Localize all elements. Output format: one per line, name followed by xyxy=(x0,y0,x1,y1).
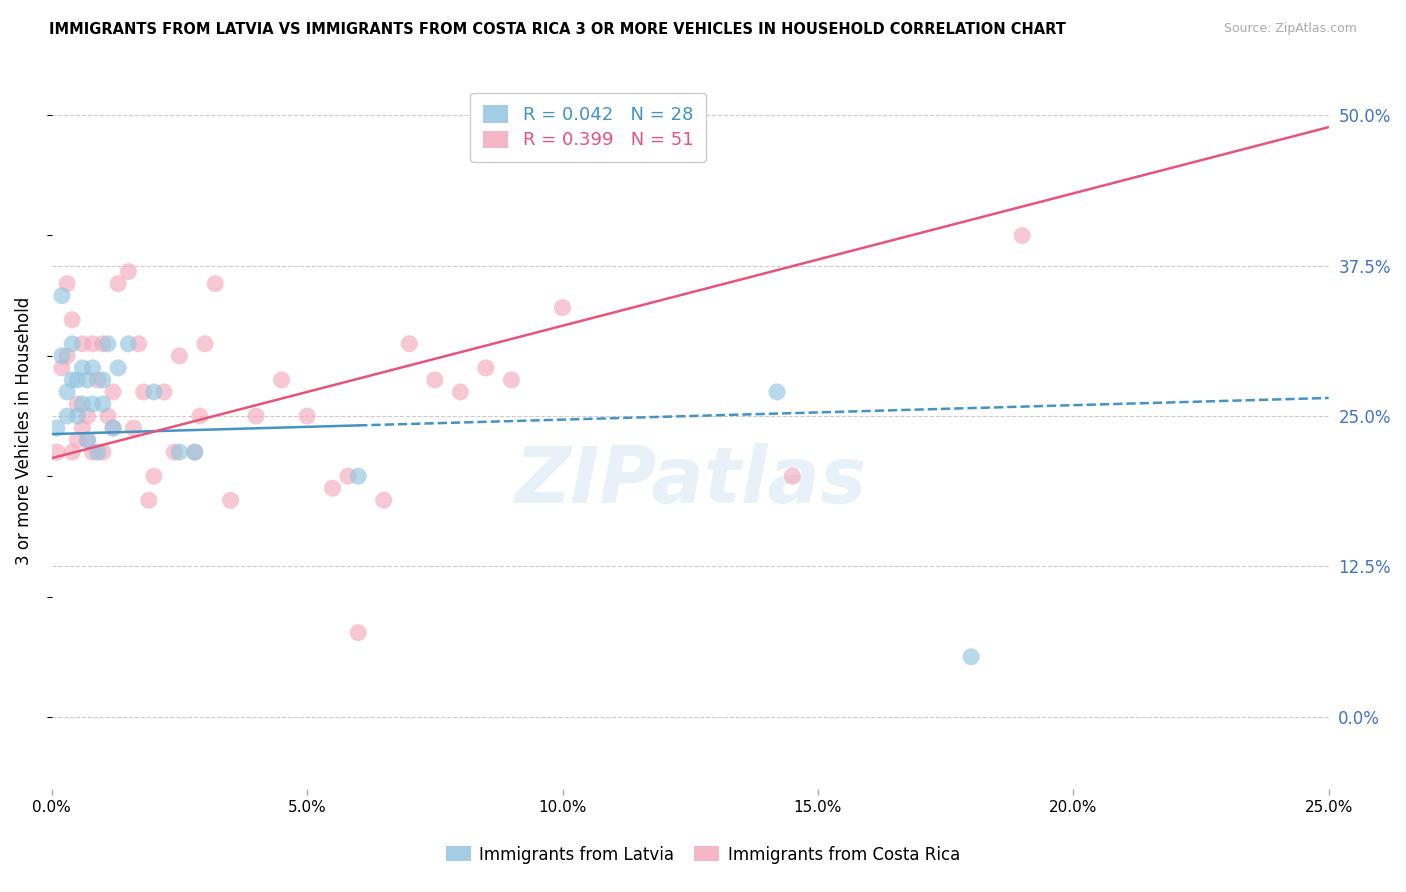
Point xyxy=(97,336,120,351)
Point xyxy=(163,445,186,459)
Point xyxy=(82,360,104,375)
Point xyxy=(107,360,129,375)
Point xyxy=(56,277,79,291)
Point xyxy=(188,409,211,423)
Point xyxy=(51,288,73,302)
Point xyxy=(117,336,139,351)
Point xyxy=(270,373,292,387)
Legend: Immigrants from Latvia, Immigrants from Costa Rica: Immigrants from Latvia, Immigrants from … xyxy=(439,839,967,871)
Point xyxy=(128,336,150,351)
Point xyxy=(101,421,124,435)
Point xyxy=(60,312,83,326)
Point xyxy=(101,421,124,435)
Point xyxy=(245,409,267,423)
Point xyxy=(66,373,89,387)
Point xyxy=(117,264,139,278)
Point xyxy=(60,373,83,387)
Point xyxy=(91,336,114,351)
Point xyxy=(184,445,207,459)
Point xyxy=(153,384,176,399)
Text: ZIPatlas: ZIPatlas xyxy=(515,443,866,519)
Point xyxy=(76,373,98,387)
Point xyxy=(107,277,129,291)
Point xyxy=(184,445,207,459)
Point xyxy=(72,336,94,351)
Point xyxy=(82,397,104,411)
Point xyxy=(45,421,67,435)
Y-axis label: 3 or more Vehicles in Household: 3 or more Vehicles in Household xyxy=(15,297,32,566)
Point xyxy=(322,481,344,495)
Point xyxy=(76,433,98,447)
Point xyxy=(501,373,523,387)
Point xyxy=(72,397,94,411)
Text: IMMIGRANTS FROM LATVIA VS IMMIGRANTS FROM COSTA RICA 3 OR MORE VEHICLES IN HOUSE: IMMIGRANTS FROM LATVIA VS IMMIGRANTS FRO… xyxy=(49,22,1066,37)
Point xyxy=(373,493,395,508)
Point xyxy=(551,301,574,315)
Point xyxy=(60,445,83,459)
Point xyxy=(76,409,98,423)
Point xyxy=(91,373,114,387)
Point xyxy=(142,384,165,399)
Point xyxy=(347,625,370,640)
Point xyxy=(56,409,79,423)
Point xyxy=(76,433,98,447)
Point xyxy=(82,445,104,459)
Point xyxy=(60,336,83,351)
Point xyxy=(91,397,114,411)
Point xyxy=(142,469,165,483)
Point xyxy=(72,421,94,435)
Point xyxy=(132,384,155,399)
Point xyxy=(51,360,73,375)
Point xyxy=(204,277,226,291)
Point xyxy=(782,469,804,483)
Legend: R = 0.042   N = 28, R = 0.399   N = 51: R = 0.042 N = 28, R = 0.399 N = 51 xyxy=(470,93,706,162)
Text: Source: ZipAtlas.com: Source: ZipAtlas.com xyxy=(1223,22,1357,36)
Point xyxy=(337,469,360,483)
Point xyxy=(295,409,318,423)
Point xyxy=(219,493,242,508)
Point xyxy=(56,384,79,399)
Point xyxy=(347,469,370,483)
Point xyxy=(56,349,79,363)
Point xyxy=(766,384,789,399)
Point xyxy=(66,409,89,423)
Point xyxy=(122,421,145,435)
Point xyxy=(169,349,191,363)
Point xyxy=(1011,228,1033,243)
Point xyxy=(960,649,983,664)
Point xyxy=(87,373,110,387)
Point xyxy=(423,373,446,387)
Point xyxy=(654,120,676,135)
Point xyxy=(87,445,110,459)
Point xyxy=(101,384,124,399)
Point xyxy=(91,445,114,459)
Point xyxy=(66,433,89,447)
Point xyxy=(194,336,217,351)
Point xyxy=(51,349,73,363)
Point xyxy=(72,360,94,375)
Point xyxy=(45,445,67,459)
Point xyxy=(449,384,471,399)
Point xyxy=(169,445,191,459)
Point xyxy=(138,493,160,508)
Point xyxy=(66,397,89,411)
Point xyxy=(82,336,104,351)
Point xyxy=(97,409,120,423)
Point xyxy=(475,360,498,375)
Point xyxy=(398,336,420,351)
